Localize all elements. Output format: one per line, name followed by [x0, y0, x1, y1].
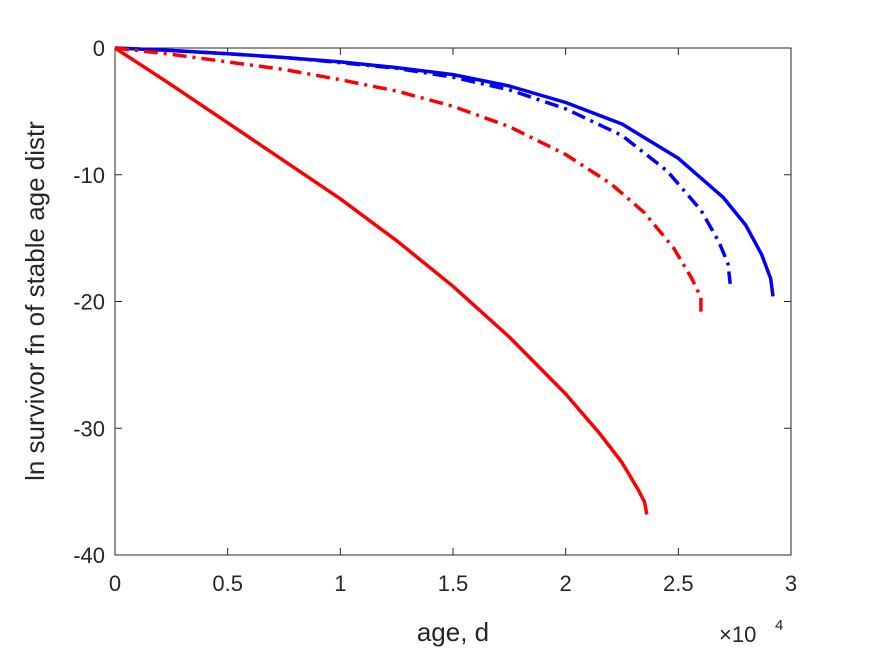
x-tick-label: 0 [109, 571, 121, 596]
x-axis-title: age, d [417, 617, 489, 647]
y-axis-title: ln survivor fn of stable age distr [20, 121, 50, 481]
y-tick-label: -10 [73, 163, 105, 188]
x-tick-label: 3 [785, 571, 797, 596]
x-multiplier-base: ×10 [719, 622, 756, 647]
x-tick-label: 2.5 [663, 571, 694, 596]
y-tick-label: -40 [73, 543, 105, 568]
series-line-2 [114, 46, 732, 284]
y-tick-label: -30 [73, 416, 105, 441]
x-multiplier-exponent: 4 [775, 617, 783, 634]
series-line-4 [114, 46, 649, 515]
x-tick-label: 2 [560, 571, 572, 596]
y-tick-label: 0 [93, 36, 105, 61]
tick-labels: 0 0.5 1 1.5 2 2.5 3 0 -10 -20 -30 -40 [73, 36, 797, 596]
series-line-1 [114, 46, 775, 297]
x-multiplier: ×10 4 [719, 617, 783, 647]
x-tick-label: 1.5 [438, 571, 469, 596]
plot-area [114, 47, 792, 556]
series-layer [114, 46, 775, 515]
x-tick-label: 0.5 [212, 571, 243, 596]
y-tick-label: -20 [73, 290, 105, 315]
x-tick-label: 1 [334, 571, 346, 596]
